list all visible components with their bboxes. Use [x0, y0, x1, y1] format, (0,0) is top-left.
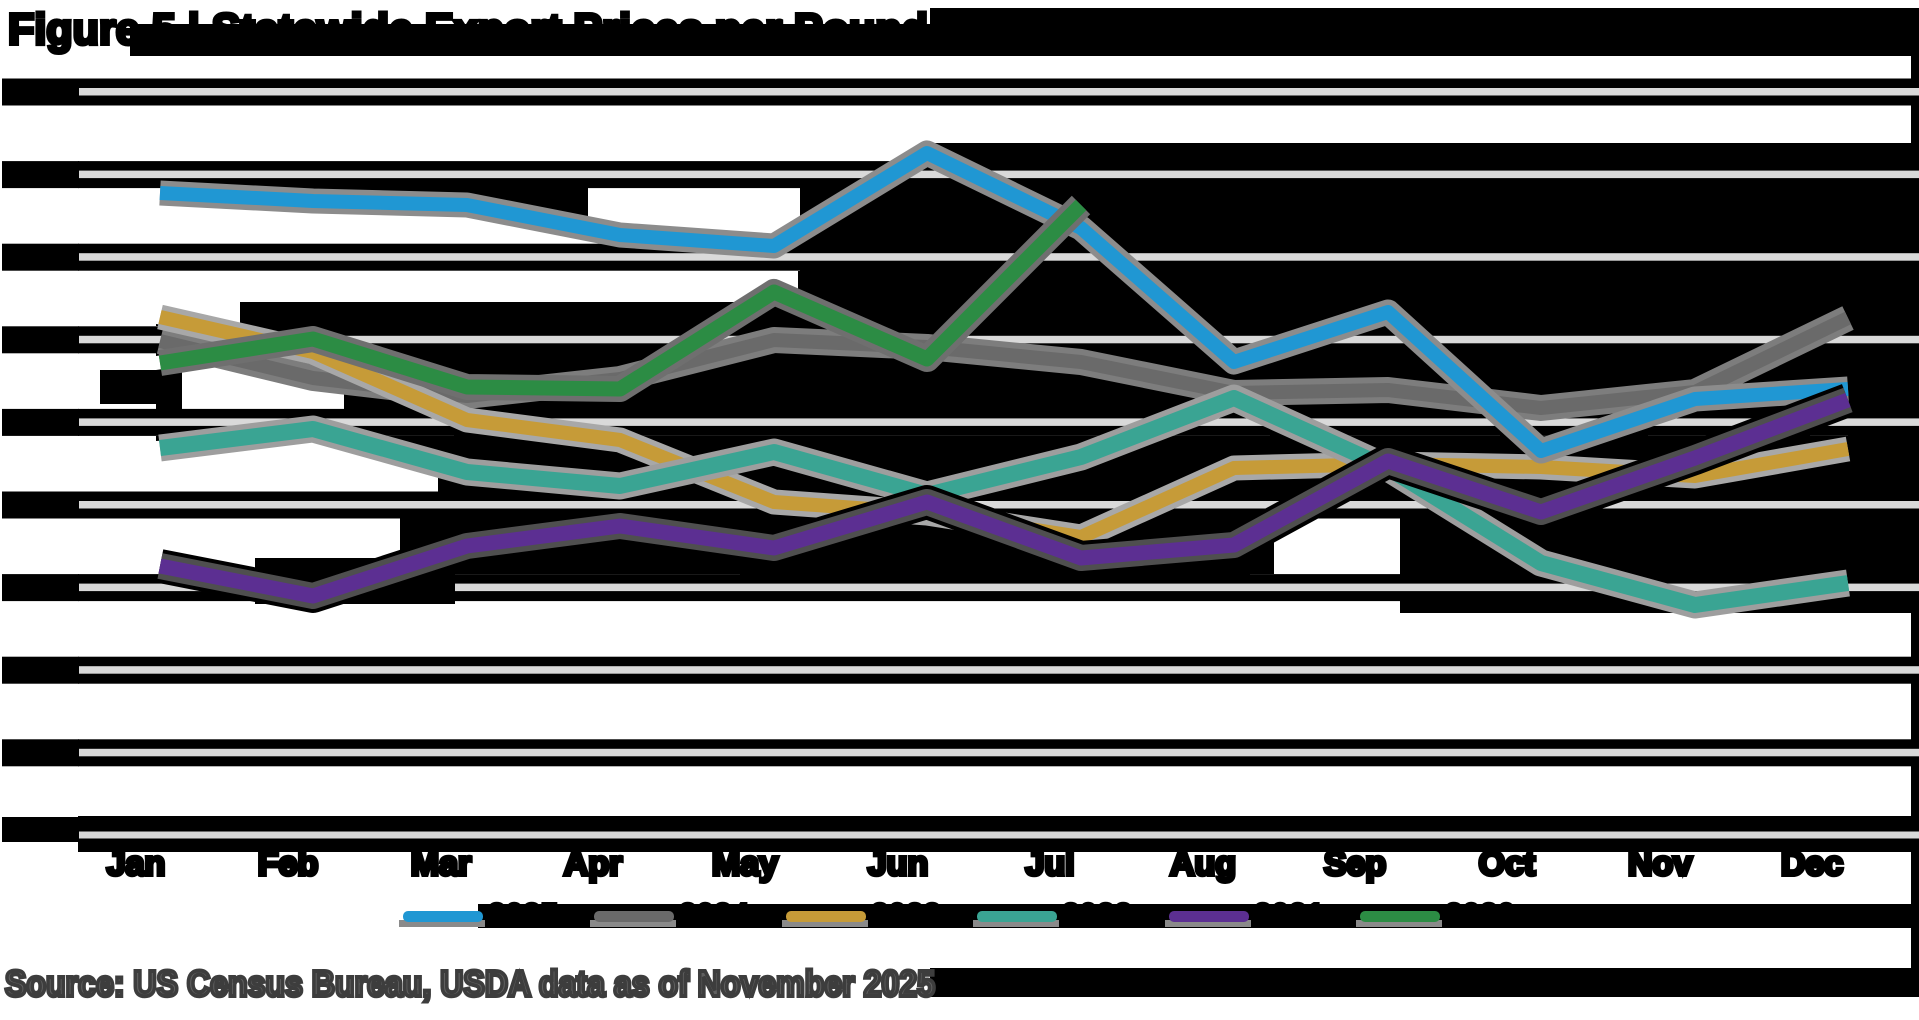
- svg-text:2020: 2020: [1445, 897, 1515, 933]
- svg-text:Dec: Dec: [1781, 845, 1843, 883]
- svg-text:Sep: Sep: [1324, 845, 1386, 883]
- svg-text:Feb: Feb: [258, 845, 318, 883]
- svg-text:Nov: Nov: [1628, 845, 1692, 883]
- svg-text:Aug: Aug: [1170, 845, 1236, 883]
- svg-text:2025: 2025: [488, 897, 558, 933]
- svg-text:Source: US Census Bureau, USDA: Source: US Census Bureau, USDA data as o…: [5, 963, 935, 1004]
- svg-text:2023: 2023: [871, 897, 941, 933]
- svg-text:Oct: Oct: [1479, 845, 1536, 883]
- svg-text:Jul: Jul: [1025, 845, 1074, 883]
- svg-text:2022: 2022: [1062, 897, 1132, 933]
- svg-text:Apr: Apr: [564, 845, 623, 883]
- svg-text:Jun: Jun: [868, 845, 928, 883]
- svg-text:Mar: Mar: [411, 845, 471, 883]
- svg-text:Figure 5 | Statewide Export: Figure 5 | Statewide Export Prices per P…: [8, 5, 928, 55]
- svg-text:2021: 2021: [1254, 897, 1324, 933]
- svg-text:May: May: [712, 845, 778, 883]
- svg-text:2024: 2024: [679, 897, 749, 933]
- svg-text:Jan: Jan: [107, 845, 166, 883]
